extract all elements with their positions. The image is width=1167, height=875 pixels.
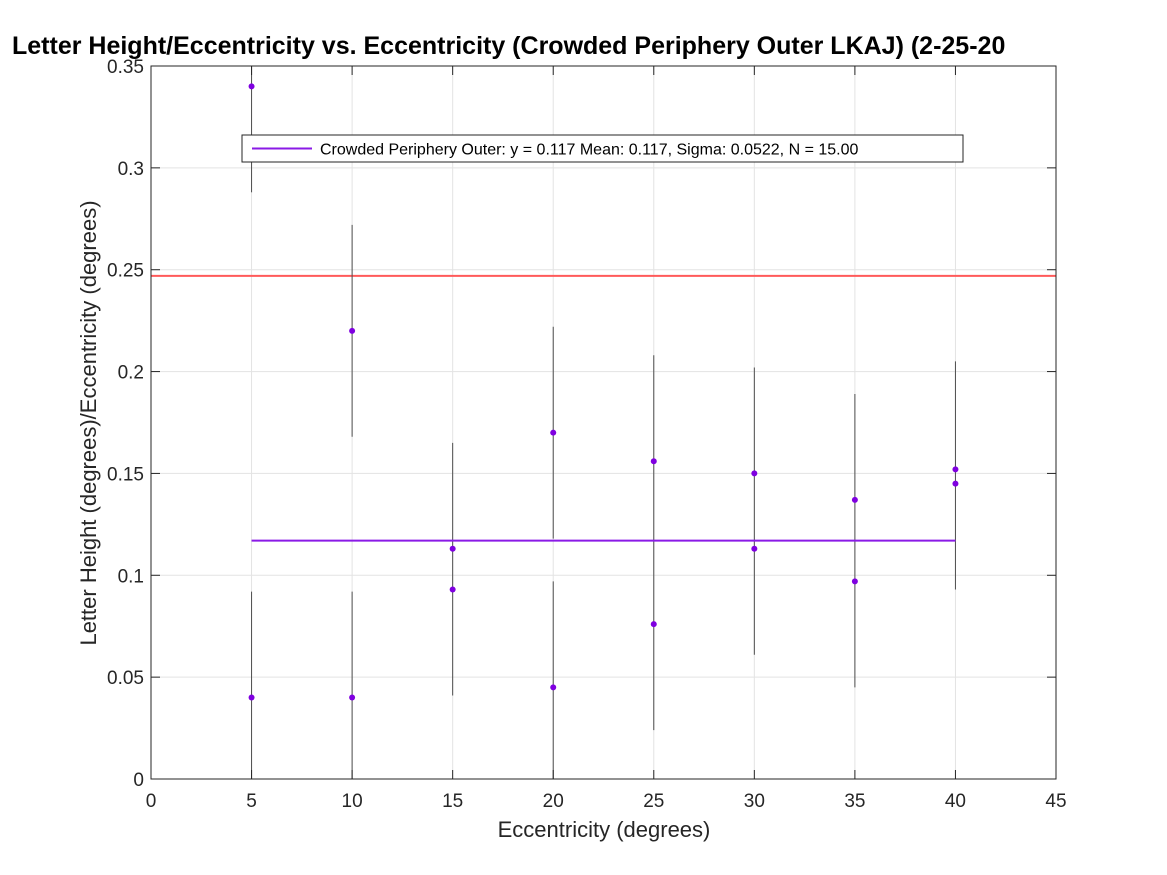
x-tick-label: 35 [844,791,865,812]
data-point [248,694,255,701]
legend: Crowded Periphery Outer: y = 0.117 Mean:… [241,134,964,163]
y-tick-label: 0.35 [107,57,144,78]
chart-title: Letter Height/Eccentricity vs. Eccentric… [12,32,1005,60]
axes-box [150,65,1057,780]
x-axis-label: Eccentricity (degrees) [498,817,711,842]
x-tick-label: 25 [643,791,664,812]
data-point [550,684,557,691]
data-point [952,466,959,473]
error-bars [251,66,956,779]
y-tick-label: 0.2 [118,363,144,384]
y-tick-label: 0.15 [107,464,144,485]
x-tick-label: 45 [1045,791,1066,812]
data-points [248,83,959,701]
data-point [349,694,356,701]
y-tick-labels: 0 0.05 0.1 0.15 0.2 0.25 0.3 0.35 [107,57,144,791]
legend-label: Crowded Periphery Outer: y = 0.117 Mean:… [320,142,858,159]
legend-box [241,134,964,163]
data-point [349,327,356,334]
data-point [650,458,657,465]
data-point [248,83,255,90]
data-point [751,470,758,477]
data-point [751,545,758,552]
axis-ticks [150,65,1057,780]
x-tick-label: 5 [246,791,257,812]
x-tick-label: 0 [146,791,157,812]
data-point [449,586,456,593]
data-point [851,496,858,503]
data-point [952,480,959,487]
data-point [851,578,858,585]
y-tick-label: 0.3 [118,159,144,180]
y-tick-label: 0.25 [107,261,144,282]
y-tick-label: 0 [133,770,144,791]
data-point [449,545,456,552]
data-point [550,429,557,436]
x-tick-labels: 0 5 10 15 20 25 30 35 40 45 [146,791,1067,812]
x-tick-label: 30 [744,791,765,812]
grid-lines [150,65,1057,780]
x-tick-label: 15 [442,791,463,812]
x-tick-label: 10 [342,791,363,812]
data-point [650,621,657,628]
y-axis-label: Letter Height (degrees)/Eccentricity (de… [76,200,101,645]
y-tick-label: 0.05 [107,668,144,689]
x-tick-label: 40 [945,791,966,812]
y-tick-label: 0.1 [118,566,144,587]
x-tick-label: 20 [543,791,564,812]
